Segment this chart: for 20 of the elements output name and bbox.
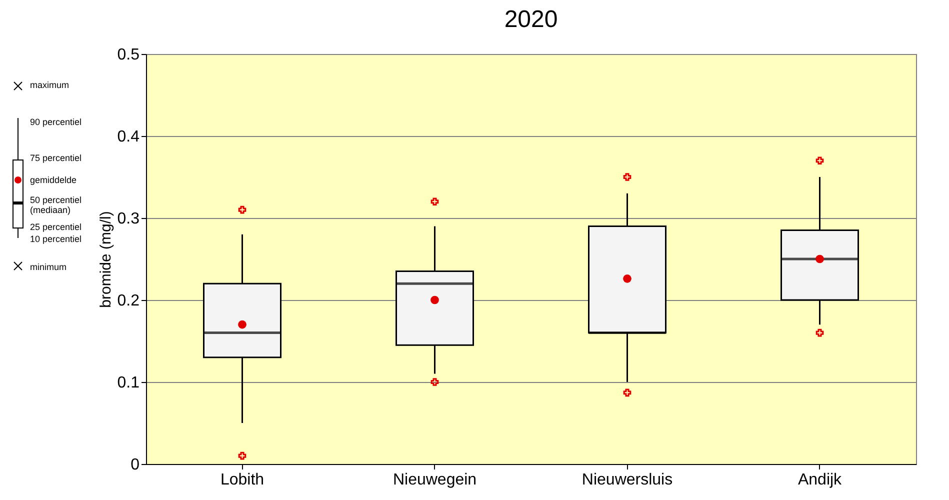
y-tick-label: 0.3 [117,210,140,228]
y-tick-label: 0.5 [117,46,140,64]
y-tick-label: 0.4 [117,128,140,146]
text: 90 percentiel [30,117,83,127]
chart-title: 2020 [504,6,558,33]
y-axis-title: bromide (mg/l) [97,211,114,308]
text: 50 percentiel (mediaan) [30,195,83,215]
x-tick-label: Nieuwegein [392,472,477,488]
text: gemiddelde [30,175,78,185]
x-tick-label: Andijk [798,472,843,488]
x-tick-label: Nieuwersluis [582,472,673,488]
text: 25 percentiel [30,222,83,232]
y-tick-label: 0.1 [117,374,140,392]
x-tick-label: Lobith [220,472,264,488]
text: 10 percentiel [30,234,83,244]
y-tick-label: 0.2 [117,292,140,310]
text: maximum [30,80,70,90]
text: minimum [30,262,68,272]
y-tick-label: 0 [130,456,140,474]
text: 75 percentiel [30,153,83,163]
